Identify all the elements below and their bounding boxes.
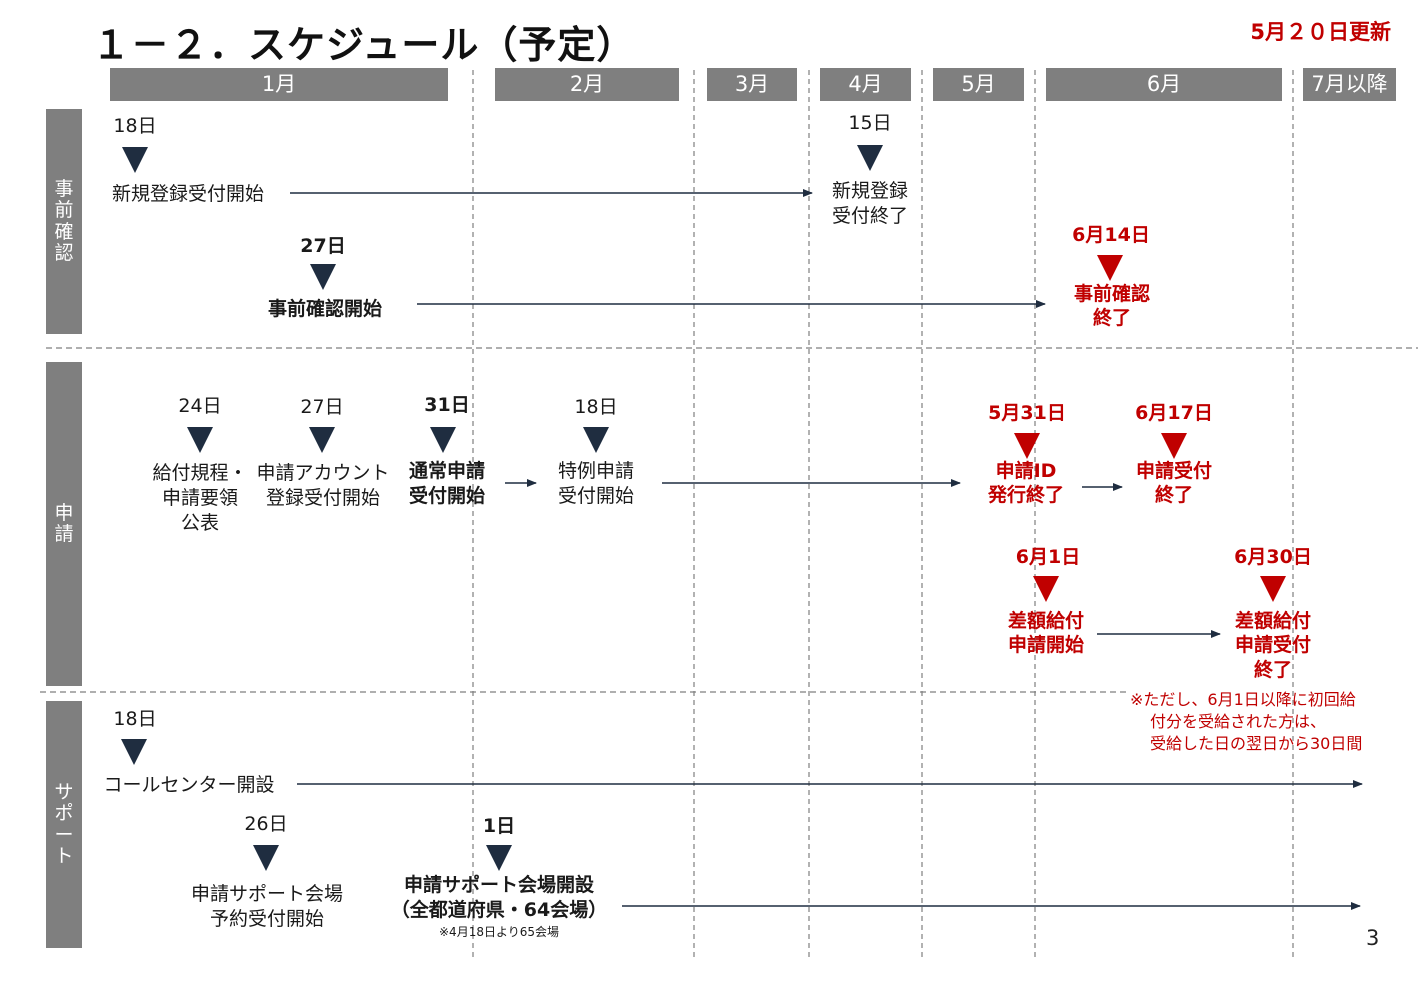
reg-end-marker <box>857 145 883 171</box>
rules-marker <box>187 427 213 453</box>
venue-label-1: 申請サポート会場開設 <box>403 874 595 896</box>
reg-start-label: 新規登録受付開始 <box>111 183 265 205</box>
diff-end-label-2: 申請受付 <box>1234 634 1312 656</box>
reserve-date: 26日 <box>244 813 288 835</box>
app-end-date: 6月17日 <box>1135 402 1213 424</box>
call-label: コールセンター開設 <box>103 774 275 796</box>
month-jun: 6月 <box>1046 68 1282 101</box>
id-end-marker <box>1014 433 1040 459</box>
page-title: １－２．スケジュール（予定） <box>92 23 636 67</box>
reg-end-label-1: 新規登録 <box>831 180 909 202</box>
special-date: 18日 <box>574 396 618 418</box>
lane-support: サポート <box>46 701 82 948</box>
app-end-marker <box>1161 433 1187 459</box>
id-end-label-2: 発行終了 <box>987 484 1065 506</box>
lane-dividers <box>40 347 1418 693</box>
diff-start-label-2: 申請開始 <box>1007 634 1085 656</box>
special-marker <box>583 427 609 453</box>
month-dividers <box>472 70 1294 958</box>
diff-start-label-1: 差額給付 <box>1007 610 1085 632</box>
reserve-label-2: 予約受付開始 <box>209 908 325 930</box>
call-date: 18日 <box>113 708 157 730</box>
call-marker <box>121 739 147 765</box>
account-label-2: 登録受付開始 <box>265 487 381 509</box>
update-date: 5月２０日更新 <box>1250 20 1391 44</box>
diff-start-marker <box>1033 576 1059 602</box>
month-apr: 4月 <box>820 68 911 101</box>
app-end-label-1: 申請受付 <box>1135 460 1213 482</box>
reg-start-date: 18日 <box>113 115 157 137</box>
lane-pre-check: 事前確認 <box>46 109 82 334</box>
special-label-2: 受付開始 <box>557 485 635 507</box>
pre-start-label: 事前確認開始 <box>267 298 383 320</box>
venue-label-2: （全都道府県・64会場） <box>390 899 608 921</box>
diff-end-label-3: 終了 <box>1253 659 1293 681</box>
reg-start-marker <box>122 147 148 173</box>
normal-date: 31日 <box>424 394 470 416</box>
venue-note: ※4月18日より65会場 <box>439 925 559 939</box>
normal-label-2: 受付開始 <box>408 485 486 507</box>
special-label-1: 特例申請 <box>557 460 635 482</box>
id-end-label-1: 申請ID <box>995 460 1057 482</box>
normal-marker <box>430 427 456 453</box>
venue-date: 1日 <box>482 815 516 837</box>
pre-start-date: 27日 <box>300 235 346 257</box>
page-number: 3 <box>1366 926 1380 950</box>
app-end-label-2: 終了 <box>1154 484 1194 506</box>
normal-label-1: 通常申請 <box>408 460 486 482</box>
lane-application: 申請 <box>46 362 82 686</box>
rules-label-2: 申請要領 <box>161 487 239 509</box>
account-marker <box>309 427 335 453</box>
pre-end-label-1: 事前確認 <box>1073 283 1151 305</box>
rules-date: 24日 <box>178 395 222 417</box>
arrows <box>290 189 1363 910</box>
pre-end-marker <box>1097 255 1123 281</box>
venue-marker <box>486 845 512 871</box>
rules-label-3: 公表 <box>180 512 220 534</box>
month-mar: 3月 <box>707 68 797 101</box>
diff-end-label-1: 差額給付 <box>1234 610 1312 632</box>
diff-end-marker <box>1260 576 1286 602</box>
account-date: 27日 <box>300 396 344 418</box>
diff-end-date: 6月30日 <box>1234 546 1312 568</box>
diff-note: ※ただし、6月1日以降に初回給 付分を受給された方は、 受給した日の翌日から30日間 <box>1130 690 1363 753</box>
reserve-label-1: 申請サポート会場 <box>190 883 344 905</box>
id-end-date: 5月31日 <box>988 402 1066 424</box>
pre-end-date: 6月14日 <box>1072 224 1150 246</box>
reg-end-label-2: 受付終了 <box>831 205 909 227</box>
reserve-marker <box>253 845 279 871</box>
month-feb: 2月 <box>495 68 679 101</box>
pre-end-label-2: 終了 <box>1092 307 1132 329</box>
month-may: 5月 <box>933 68 1024 101</box>
pre-start-marker <box>310 264 336 290</box>
month-jul-later: 7月以降 <box>1303 68 1396 101</box>
diff-start-date: 6月1日 <box>1015 546 1081 568</box>
reg-end-date: 15日 <box>848 112 892 134</box>
month-jan: 1月 <box>110 68 448 101</box>
account-label-1: 申請アカウント <box>256 462 390 484</box>
rules-label-1: 給付規程・ <box>152 462 248 484</box>
